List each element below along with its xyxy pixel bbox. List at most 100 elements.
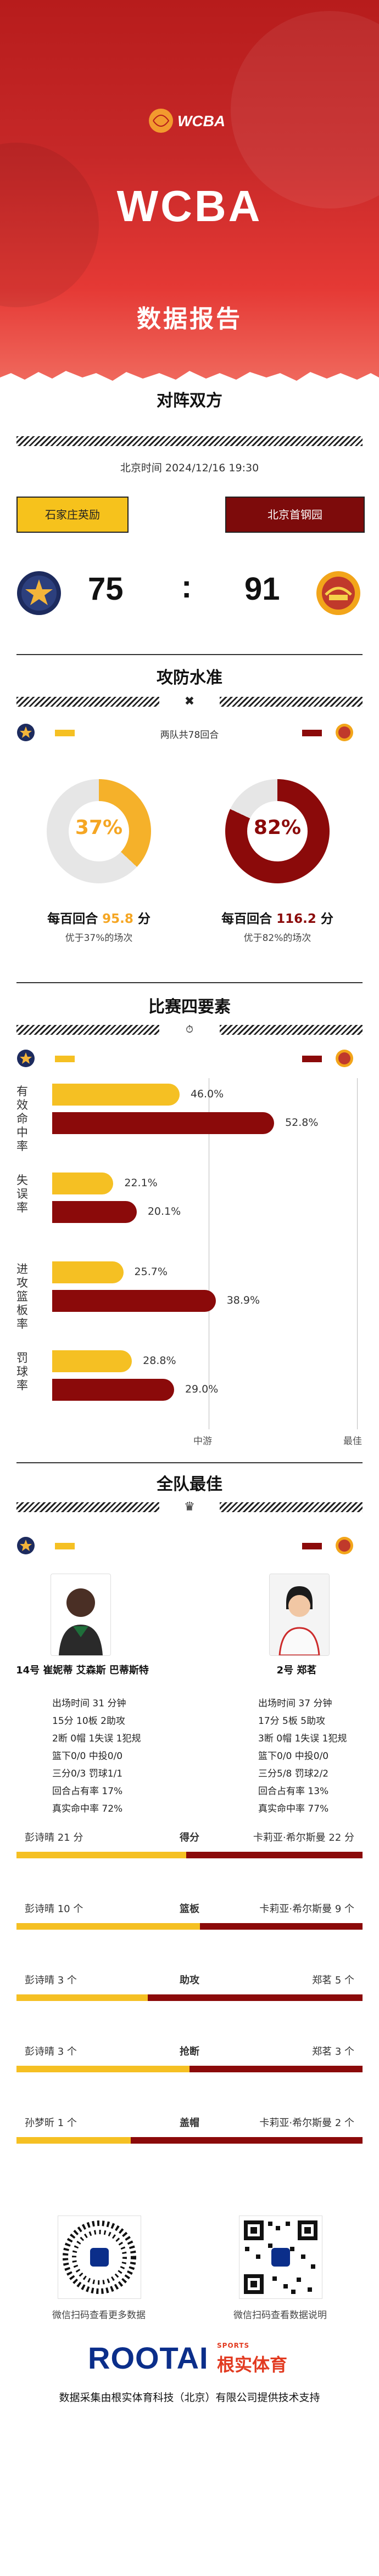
leader-home: 彭诗晴 21 分 — [25, 1832, 83, 1844]
stripes-left — [16, 1502, 159, 1512]
home-factor-bar — [52, 1173, 114, 1194]
brand-logo: ROOTAI — [88, 2341, 209, 2375]
leader-home-bar — [16, 2137, 131, 2144]
player-stat-line: 真实命中率 72% — [52, 1803, 123, 1814]
home-team-logo — [17, 571, 61, 615]
leader-home: 彭诗晴 3 个 — [25, 1975, 77, 1986]
factor-label: 有效命中率 — [16, 1085, 28, 1153]
factor-label: 失误率 — [16, 1174, 28, 1214]
leader-category: 得分 — [180, 1832, 199, 1844]
away-player-name: 2号 郑茗 — [276, 1665, 317, 1676]
qr-code-right[interactable] — [239, 2216, 322, 2299]
player-stat-line: 出场时间 31 分钟 — [52, 1698, 126, 1709]
home-efficiency-donut: 37% — [47, 779, 151, 883]
leader-category: 助攻 — [180, 1975, 199, 1986]
axis-best-line — [357, 1078, 358, 1429]
home-team-tag: 石家庄英励 — [16, 497, 129, 533]
home-legend-bar — [55, 1056, 75, 1062]
leader-home: 彭诗晴 3 个 — [25, 2046, 77, 2058]
away-legend-logo — [336, 1050, 353, 1067]
away-per100-value: 116.2 — [276, 912, 316, 926]
home-factor-value: 46.0% — [190, 1088, 224, 1100]
four-factors-title: 比赛四要素 — [148, 997, 231, 1017]
leader-home-bar — [16, 2066, 190, 2072]
logo-text: WCBA — [177, 112, 225, 129]
home-percentile: 37% — [75, 816, 123, 839]
away-per100-desc: 优于82%的场次 — [243, 933, 311, 944]
leader-away-bar — [199, 1923, 363, 1930]
player-stat-line: 三分5/8 罚球2/2 — [258, 1768, 329, 1779]
brand-chinese: 根实体育 — [217, 2354, 288, 2375]
player-stat-line: 三分0/3 罚球1/1 — [52, 1768, 123, 1779]
leader-away: 郑茗 3 个 — [312, 2046, 354, 2058]
away-factor-value: 38.9% — [226, 1294, 260, 1306]
offense-defense-title: 攻防水准 — [157, 668, 222, 687]
stripes-divider — [16, 436, 363, 446]
home-player-photo — [51, 1574, 111, 1656]
hero-decoration — [231, 11, 379, 208]
away-factor-bar — [52, 1112, 275, 1134]
best-players-title: 全队最佳 — [157, 1475, 222, 1494]
footer-note: 数据采集由根实体育科技（北京）有限公司提供技术支持 — [59, 2392, 320, 2404]
away-factor-value: 29.0% — [185, 1383, 219, 1395]
page-title: WCBA — [116, 182, 263, 230]
hero-banner: WCBA WCBA 数据报告 — [0, 0, 379, 384]
home-legend-logo — [17, 1537, 35, 1554]
leader-category: 抢断 — [180, 2046, 199, 2058]
home-per100-line: 每百回合 95.8 分 — [47, 912, 151, 926]
home-factor-value: 22.1% — [124, 1177, 158, 1189]
leader-away: 卡莉亚·希尔斯曼 2 个 — [259, 2117, 354, 2129]
home-player-name: 14号 崔妮蒂 艾森斯 巴蒂斯特 — [16, 1665, 149, 1676]
trophy-icon: ♛ — [184, 1500, 195, 1514]
away-legend-logo — [336, 1537, 353, 1554]
leader-category: 篮板 — [180, 1903, 199, 1915]
qr-code-left[interactable] — [58, 2216, 141, 2299]
away-legend-logo — [336, 724, 353, 741]
rounds-note: 两队共78回合 — [160, 730, 219, 741]
leader-away-bar — [130, 2137, 363, 2144]
leader-away: 卡莉亚·希尔斯曼 22 分 — [253, 1832, 354, 1844]
match-time: 北京时间 2024/12/16 19:30 — [120, 462, 259, 474]
player-stat-line: 3断 0帽 1失误 1犯规 — [258, 1733, 347, 1744]
factor-label: 进攻篮板率 — [16, 1262, 28, 1331]
factor-label: 罚球率 — [16, 1351, 28, 1392]
section-divider — [16, 654, 363, 655]
leader-home: 彭诗晴 10 个 — [25, 1903, 83, 1915]
home-per100-desc: 优于37%的场次 — [65, 933, 133, 944]
home-legend-bar — [55, 730, 75, 736]
away-score: 91 — [244, 571, 280, 607]
leader-away-bar — [190, 2066, 363, 2072]
qr-right-caption: 微信扫码查看数据说明 — [233, 2310, 327, 2321]
leader-home: 孙梦昕 1 个 — [25, 2117, 77, 2129]
stripes-right — [220, 1025, 363, 1035]
home-factor-value: 28.8% — [143, 1355, 176, 1367]
player-stat-line: 15分 10板 2助攻 — [52, 1716, 125, 1727]
home-team-name: 石家庄英励 — [45, 508, 100, 521]
section-divider — [16, 982, 363, 983]
away-factor-bar — [52, 1290, 216, 1312]
brand-sports: SPORTS — [217, 2342, 250, 2349]
leader-category: 盖帽 — [180, 2117, 199, 2129]
player-stat-line: 出场时间 37 分钟 — [258, 1698, 332, 1709]
leader-away: 卡莉亚·希尔斯曼 9 个 — [259, 1903, 354, 1915]
away-per100-line: 每百回合 116.2 分 — [221, 912, 333, 926]
home-factor-value: 25.7% — [134, 1266, 168, 1278]
leader-away-bar — [186, 1852, 363, 1858]
torn-edge — [0, 371, 379, 384]
shot-clock-icon: ⏱ — [185, 1024, 194, 1035]
home-factor-bar — [52, 1350, 132, 1372]
leader-away-bar — [148, 1994, 363, 2001]
away-player-photo — [269, 1574, 330, 1656]
stripes-right — [220, 697, 363, 707]
score-separator: : — [181, 569, 192, 605]
away-percentile: 82% — [253, 816, 302, 839]
home-per100-value: 95.8 — [102, 912, 133, 926]
axis-mid-label: 中游 — [193, 1436, 212, 1447]
leader-home-bar — [16, 1994, 148, 2001]
player-stat-line: 回合占有率 13% — [258, 1786, 329, 1797]
wcba-logo: WCBA — [149, 109, 225, 133]
home-legend-logo — [17, 1050, 35, 1067]
player-stat-line: 篮下0/0 中投0/0 — [258, 1751, 329, 1762]
away-factor-bar — [52, 1379, 174, 1401]
leader-away: 郑茗 5 个 — [312, 1975, 354, 1986]
